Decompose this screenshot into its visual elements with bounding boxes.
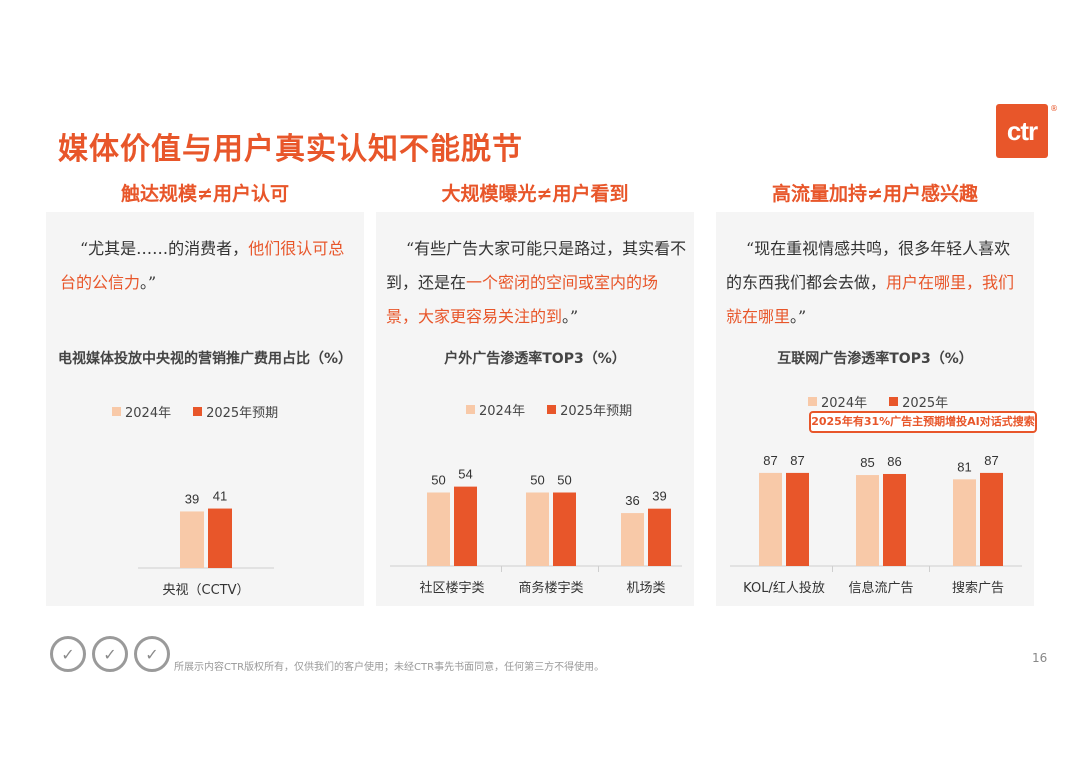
sgs-badge-icon: ✓ (50, 636, 86, 672)
legend-item-2025: 2025年预期 (193, 402, 278, 421)
bar-value-label: 50 (530, 473, 544, 488)
chart-legend: 2024年 2025年预期 (112, 402, 278, 421)
registered-mark: ® (1050, 104, 1058, 113)
sgs-badge-icon: ✓ (134, 636, 170, 672)
legend-label: 2025年预期 (560, 404, 633, 419)
legend-swatch-2025 (193, 407, 203, 416)
legend-item-2025: 2025年预期 (547, 400, 632, 419)
quote-highlight: 一个密闭的空间或室内的场景，大家更容易关注的到 (386, 273, 659, 326)
bar-chart-outdoor: 50 54 社区楼宇类 50 50 商务楼宇类 36 39 机场类 (390, 467, 682, 596)
chart-legend: 2024年 2025年预期 (466, 400, 632, 419)
bar-商务楼宇类-2024年 (526, 492, 549, 566)
category-label: 央视（CCTV） (163, 583, 250, 598)
legend-label: 2025年预期 (206, 406, 279, 421)
bar-value-label: 81 (957, 459, 971, 474)
bar-value-label: 39 (652, 489, 666, 504)
panel-quote: “尤其是……的消费者，他们很认可总台的公信力。” (60, 232, 350, 300)
bar-KOL/红人投放-2025年 (786, 472, 809, 566)
bar-value-label: 41 (213, 489, 227, 504)
legend-item-2025: 2025年 (889, 392, 948, 411)
bar-value-label: 87 (790, 453, 804, 468)
bar-value-label: 87 (763, 453, 777, 468)
category-label: 商务楼宇类 (518, 580, 583, 596)
bar-搜索广告-2024年 (953, 479, 976, 566)
legend-swatch-2025 (889, 397, 899, 406)
quote-highlight: 用户在哪里，我们就在哪里 (726, 273, 1015, 326)
ctr-logo: ctr (996, 104, 1048, 158)
bar-value-label: 54 (458, 467, 472, 482)
bar-社区楼宇类-2025年预期 (454, 486, 477, 566)
category-label: 社区楼宇类 (419, 580, 484, 596)
chart-legend: 2024年 2025年 (808, 392, 948, 411)
panel-quote: “有些广告大家可能只是路过，其实看不到，还是在一个密闭的空间或室内的场景，大家更… (386, 232, 688, 334)
bar-KOL/红人投放-2024年 (759, 472, 782, 566)
legend-label: 2025年 (902, 396, 949, 411)
panel-reach: 触达规模≠用户认可 “尤其是……的消费者，他们很认可总台的公信力。” 电视媒体投… (46, 180, 364, 606)
legend-swatch-2024 (466, 405, 475, 414)
quote-highlight: 他们很认可总台的公信力 (60, 239, 345, 292)
panel-exposure: 大规模曝光≠用户看到 “有些广告大家可能只是路过，其实看不到，还是在一个密闭的空… (376, 180, 694, 606)
panel-header: 触达规模≠用户认可 (46, 180, 364, 212)
bar-商务楼宇类-2025年预期 (553, 492, 576, 566)
bar-chart-cctv: 39 41 央视（CCTV） (138, 489, 274, 598)
callout-annotation: 2025年有31%广告主预期增投AI对话式搜索 (809, 411, 1037, 433)
legend-swatch-2024 (112, 407, 121, 416)
category-label: 信息流广告 (848, 580, 913, 596)
bar-央视（CCTV）-2025年预期 (208, 508, 232, 568)
certification-badges: ✓ ✓ ✓ (50, 636, 170, 672)
bar-央视（CCTV）-2024年 (180, 511, 204, 568)
page-title: 媒体价值与用户真实认知不能脱节 (58, 132, 523, 167)
quote-text: 。” (562, 307, 579, 326)
quote-text: 。” (140, 273, 157, 292)
category-label: KOL/红人投放 (743, 580, 825, 596)
chart-title: 户外广告渗透率TOP3（%） (444, 351, 626, 367)
legend-item-2024: 2024年 (112, 402, 171, 421)
category-label: 搜索广告 (952, 581, 1004, 596)
bar-机场类-2024年 (621, 513, 644, 566)
legend-swatch-2025 (547, 405, 557, 414)
panel-quote: “现在重视情感共鸣，很多年轻人喜欢的东西我们都会去做，用户在哪里，我们就在哪里。… (726, 232, 1026, 334)
legend-label: 2024年 (821, 396, 868, 411)
page-number: 16 (1032, 651, 1048, 665)
quote-text: “尤其是……的消费者， (80, 239, 249, 258)
bar-value-label: 36 (625, 493, 639, 508)
chart-title: 电视媒体投放中央视的营销推广费用占比（%） (57, 351, 353, 367)
bar-机场类-2025年预期 (648, 508, 671, 566)
bar-value-label: 50 (431, 473, 445, 488)
panel-traffic: 高流量加持≠用户感兴趣 “现在重视情感共鸣，很多年轻人喜欢的东西我们都会去做，用… (716, 180, 1037, 606)
bar-社区楼宇类-2024年 (427, 492, 450, 566)
bar-value-label: 39 (185, 491, 199, 506)
quote-text: “现在重视情感共鸣，很多年轻人喜欢的东西我们都会去做， (726, 239, 1011, 292)
quote-text: 。” (790, 307, 807, 326)
bar-chart-internet: 87 87 KOL/红人投放 85 86 信息流广告 81 87 搜索广告 (730, 453, 1022, 596)
quote-text: “有些广告大家可能只是路过，其实看不到，还是在 (386, 239, 687, 292)
bar-value-label: 86 (887, 454, 901, 469)
bar-信息流广告-2024年 (856, 475, 879, 566)
legend-item-2024: 2024年 (466, 400, 525, 419)
bar-value-label: 85 (860, 455, 874, 470)
copyright-notice: 所展示内容CTR版权所有，仅供我们的客户使用；未经CTR事先书面同意，任何第三方… (174, 662, 605, 673)
bar-搜索广告-2025年 (980, 472, 1003, 566)
bar-value-label: 50 (557, 473, 571, 488)
legend-label: 2024年 (479, 404, 526, 419)
legend-item-2024: 2024年 (808, 392, 867, 411)
category-label: 机场类 (626, 581, 665, 596)
legend-label: 2024年 (125, 406, 172, 421)
bar-value-label: 87 (984, 453, 998, 468)
chart-title: 互联网广告渗透率TOP3（%） (777, 351, 973, 367)
legend-swatch-2024 (808, 397, 817, 406)
sgs-badge-icon: ✓ (92, 636, 128, 672)
bar-信息流广告-2025年 (883, 473, 906, 566)
panel-header: 高流量加持≠用户感兴趣 (716, 180, 1034, 212)
panel-header: 大规模曝光≠用户看到 (376, 180, 694, 212)
